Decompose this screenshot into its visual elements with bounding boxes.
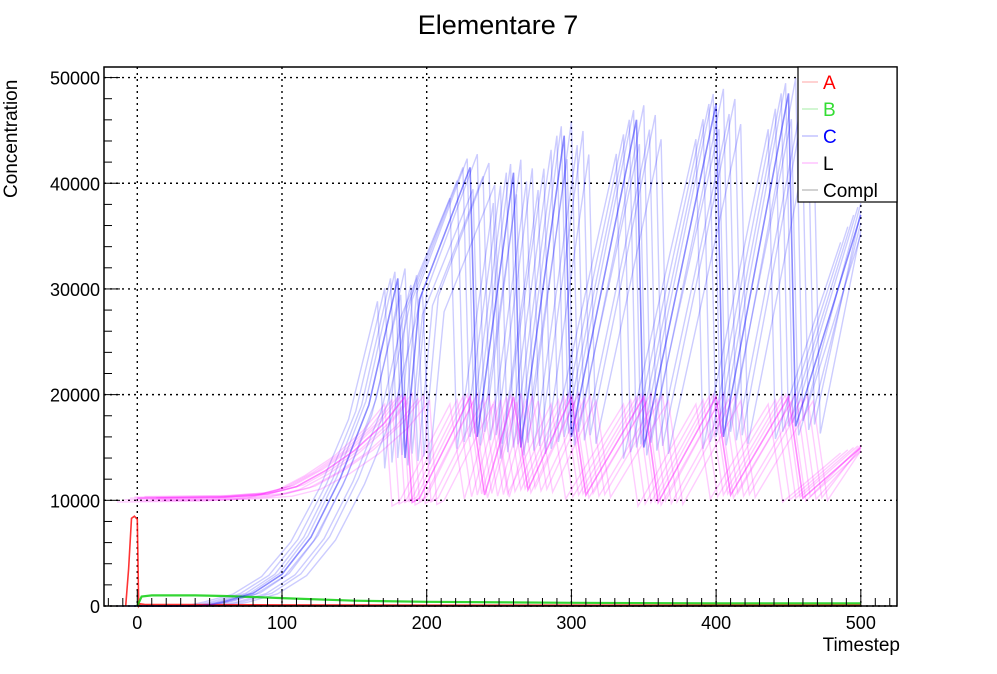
series-line-b — [136, 594, 861, 607]
x-tick-label: 300 — [556, 613, 586, 633]
series-replicate-C — [140, 118, 862, 607]
y-tick-label: 10000 — [50, 491, 100, 511]
series-replicate-L — [144, 391, 862, 504]
y-tick-label: 0 — [90, 597, 100, 617]
y-tick-label: 40000 — [50, 174, 100, 194]
y-axis-title: Concentration — [1, 80, 22, 198]
y-tick-label: 20000 — [50, 386, 100, 406]
series-replicate-C — [150, 103, 862, 607]
series-replicate-C — [144, 77, 862, 607]
plot-frame — [103, 66, 898, 607]
x-tick-label: 100 — [267, 613, 297, 633]
series-line-c — [137, 93, 862, 607]
x-tick-label: 400 — [701, 613, 731, 633]
x-tick-label: 200 — [412, 613, 442, 633]
legend-label: A — [823, 73, 836, 94]
series-replicate-L — [140, 399, 862, 508]
series-replicate-C — [130, 93, 855, 607]
series-replicate-L — [124, 397, 849, 507]
series-replicate-L — [150, 396, 862, 506]
x-axis-title: Timestep — [823, 635, 900, 656]
x-tick-label: 500 — [846, 613, 876, 633]
series-replicate-L — [129, 394, 855, 505]
series-replicate-L — [116, 401, 842, 509]
series-replicate-L — [161, 398, 862, 507]
series-lines — [124, 93, 862, 609]
series-replicate-L — [134, 392, 859, 504]
series-replicate-C — [117, 129, 842, 607]
series-replicate-C — [124, 108, 849, 607]
legend-box — [797, 66, 898, 203]
legend-label: Compl — [823, 181, 878, 202]
series-replicate-C — [156, 88, 862, 607]
series-replicate-L — [156, 393, 862, 505]
series-replicate-C — [134, 83, 859, 607]
x-tick-label: 0 — [132, 613, 142, 633]
chart-title: Elementare 7 — [418, 10, 579, 40]
y-tick-label: 50000 — [50, 69, 100, 89]
legend-label: C — [823, 127, 837, 148]
series-line-l — [137, 393, 862, 505]
x-ticks: 0 100 200 300 400 500 — [107, 591, 891, 633]
y-ticks: 0 10000 20000 30000 40000 50000 — [50, 69, 120, 617]
legend-label: B — [823, 100, 836, 121]
legend-label: L — [823, 154, 834, 175]
series-replicate-C — [161, 113, 862, 607]
y-tick-label: 30000 — [50, 280, 100, 300]
bundles — [116, 77, 862, 607]
